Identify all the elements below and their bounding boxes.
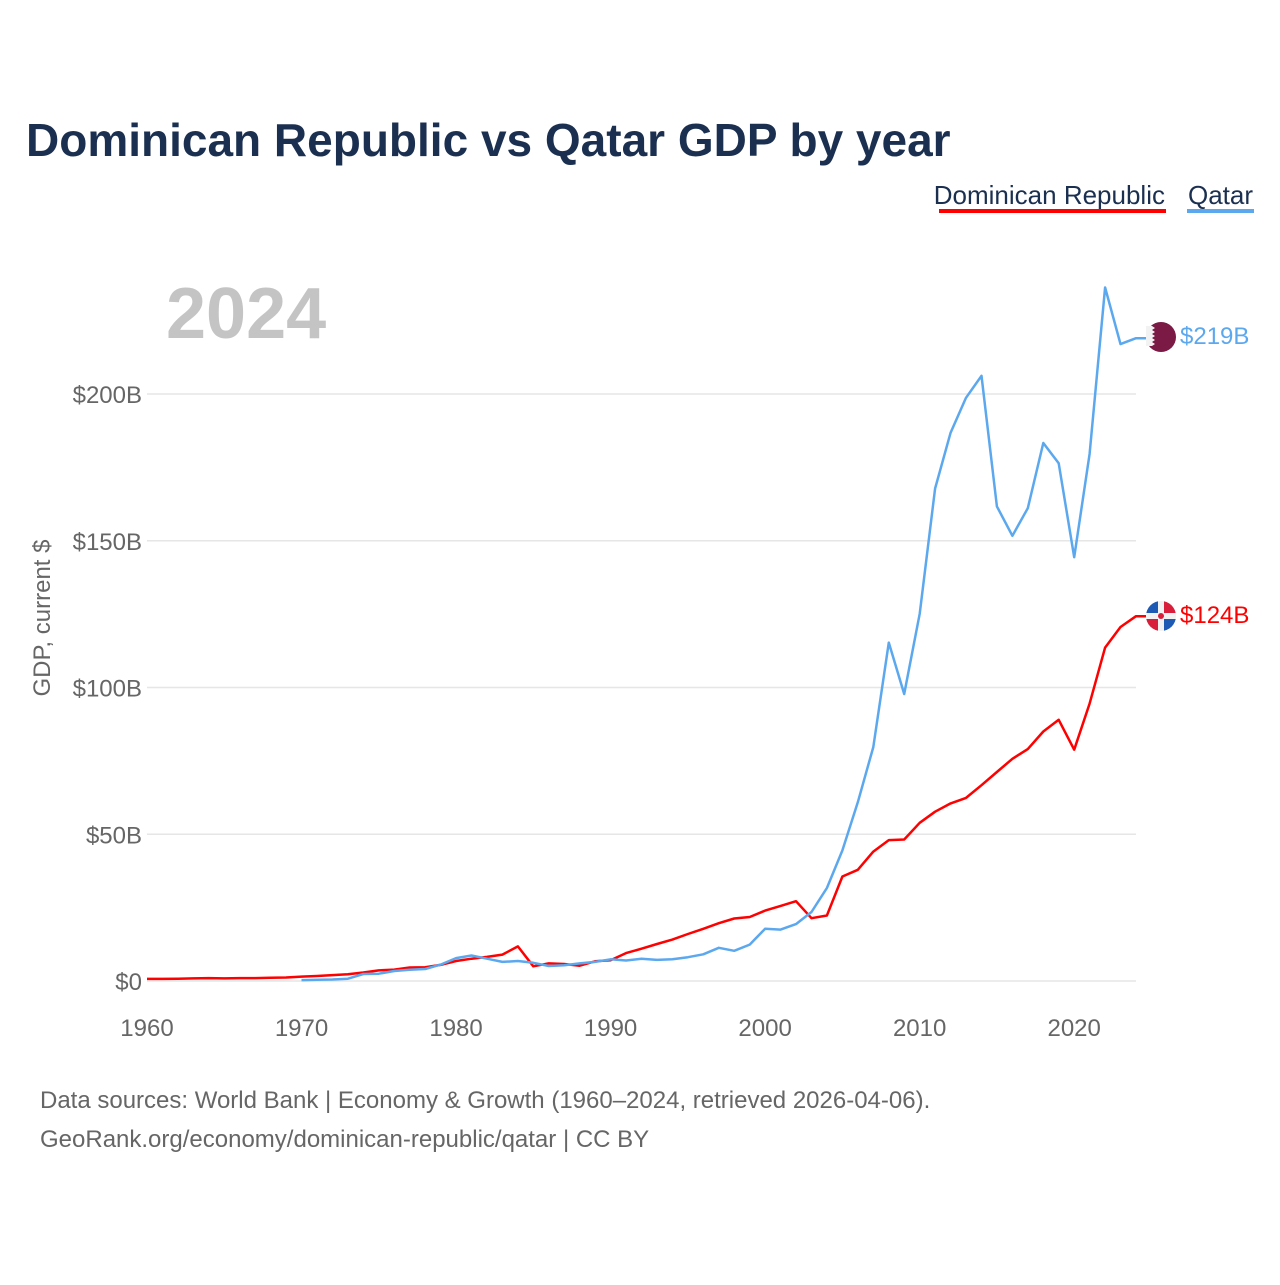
x-tick-label: 2000 bbox=[738, 1015, 791, 1042]
x-tick-label: 2020 bbox=[1047, 1015, 1100, 1042]
legend-item-qatar[interactable]: Qatar bbox=[1188, 180, 1253, 210]
x-tick-label: 2010 bbox=[893, 1015, 946, 1042]
x-tick-label: 1970 bbox=[275, 1015, 328, 1042]
x-tick-label: 1990 bbox=[584, 1015, 637, 1042]
year-display: 2024 bbox=[166, 274, 326, 354]
y-tick-label: $100B bbox=[73, 676, 142, 703]
chart-title: Dominican Republic vs Qatar GDP by year bbox=[26, 114, 951, 166]
y-tick-label: $50B bbox=[86, 822, 142, 849]
qatar-flag-serration bbox=[1146, 326, 1155, 346]
x-tick-label: 1960 bbox=[120, 1015, 173, 1042]
series-line-qatar bbox=[301, 286, 1146, 982]
x-tick-label: 1980 bbox=[429, 1015, 482, 1042]
end-marker-dominican-republic: $124B bbox=[1146, 601, 1249, 631]
footer-source: Data sources: World Bank | Economy & Gro… bbox=[40, 1087, 930, 1114]
y-tick-label: $0 bbox=[115, 969, 142, 996]
footer-link[interactable]: GeoRank.org/economy/dominican-republic/q… bbox=[40, 1126, 649, 1153]
y-tick-label: $200B bbox=[73, 382, 142, 409]
legend-swatch-qatar bbox=[1187, 209, 1254, 213]
legend-swatch-dominican-republic bbox=[939, 209, 1166, 213]
end-marker-qatar: $219B bbox=[1146, 322, 1249, 352]
end-label-dominican-republic: $124B bbox=[1180, 602, 1249, 629]
series-line-dominican-republic bbox=[147, 614, 1146, 981]
y-tick-label: $150B bbox=[73, 529, 142, 556]
y-axis-label: GDP, current $ bbox=[29, 540, 56, 697]
end-label-qatar: $219B bbox=[1180, 323, 1249, 350]
dominican-republic-flag-icon bbox=[1146, 601, 1176, 631]
legend-item-dominican-republic[interactable]: Dominican Republic bbox=[934, 180, 1165, 210]
legend: Dominican Republic Qatar bbox=[934, 180, 1254, 213]
